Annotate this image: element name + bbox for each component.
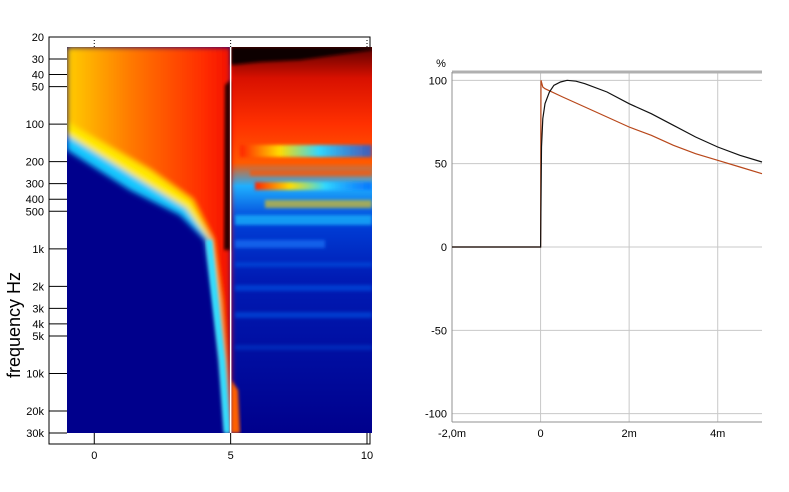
line-chart-y-axis: -100 -50 0 50 100: [425, 75, 447, 420]
line-chart-y-tick-label: 0: [441, 242, 447, 254]
heatmap-y-tick-label: 4k: [32, 319, 44, 331]
heatmap-dark-top: [231, 47, 372, 65]
line-chart-x-tick-label: -2,0m: [438, 428, 466, 440]
heatmap-fan: [67, 47, 231, 433]
heatmap-y-tick-label: 400: [26, 194, 44, 206]
heatmap-y-tick-label: 20: [32, 32, 44, 44]
heatmap-y-tick-label: 50: [32, 82, 44, 94]
heatmap-tail: [231, 380, 240, 433]
line-chart-y-tick-label: -100: [425, 409, 447, 421]
heatmap-chart: 203040501002003004005001k2k3k4k5k10k20k3…: [4, 32, 373, 462]
line-chart-y-tick-label: -50: [431, 325, 447, 337]
heatmap-x-axis: 0 5 10: [91, 40, 373, 462]
heatmap-y-tick-label: 100: [26, 119, 44, 131]
heatmap-dark-ridge: [224, 80, 231, 250]
heatmap-y-tick-label: 20k: [26, 406, 44, 418]
heatmap-y-axis-label: frequency Hz: [4, 272, 24, 378]
line-chart: -100 -50 0 50 100 -2,0m 0 2m 4m %: [425, 58, 763, 440]
line-chart-y-unit: %: [436, 58, 446, 70]
heatmap-y-tick-label: 5k: [32, 331, 44, 343]
heatmap-resonance-bands: [235, 145, 372, 350]
heatmap-x-tick-label: 5: [228, 450, 234, 462]
heatmap-image: [67, 47, 372, 433]
line-chart-y-tick-label: 100: [429, 75, 447, 87]
heatmap-y-tick-label: 30k: [26, 428, 44, 440]
line-series-1: [452, 79, 763, 248]
heatmap-x-tick-label: 10: [361, 450, 373, 462]
heatmap-y-tick-label: 500: [26, 206, 44, 218]
line-chart-series: [452, 79, 763, 248]
heatmap-y-tick-label: 3k: [32, 303, 44, 315]
heatmap-y-tick-label: 2k: [32, 281, 44, 293]
heatmap-y-tick-label: 1k: [32, 244, 44, 256]
heatmap-y-tick-label: 40: [32, 70, 44, 82]
line-chart-x-tick-label: 2m: [622, 428, 637, 440]
heatmap-ridge-halo: [206, 239, 230, 433]
heatmap-y-tick-label: 30: [32, 54, 44, 66]
line-chart-y-tick-label: 50: [435, 159, 447, 171]
line-chart-x-tick-label: 0: [538, 428, 544, 440]
line-chart-x-tick-label: 4m: [710, 428, 725, 440]
heatmap-y-tick-label: 200: [26, 157, 44, 169]
heatmap-x-tick-label: 0: [91, 450, 97, 462]
heatmap-y-tick-label: 300: [26, 179, 44, 191]
heatmap-y-tick-label: 10k: [26, 369, 44, 381]
line-chart-x-axis: -2,0m 0 2m 4m: [438, 428, 725, 440]
